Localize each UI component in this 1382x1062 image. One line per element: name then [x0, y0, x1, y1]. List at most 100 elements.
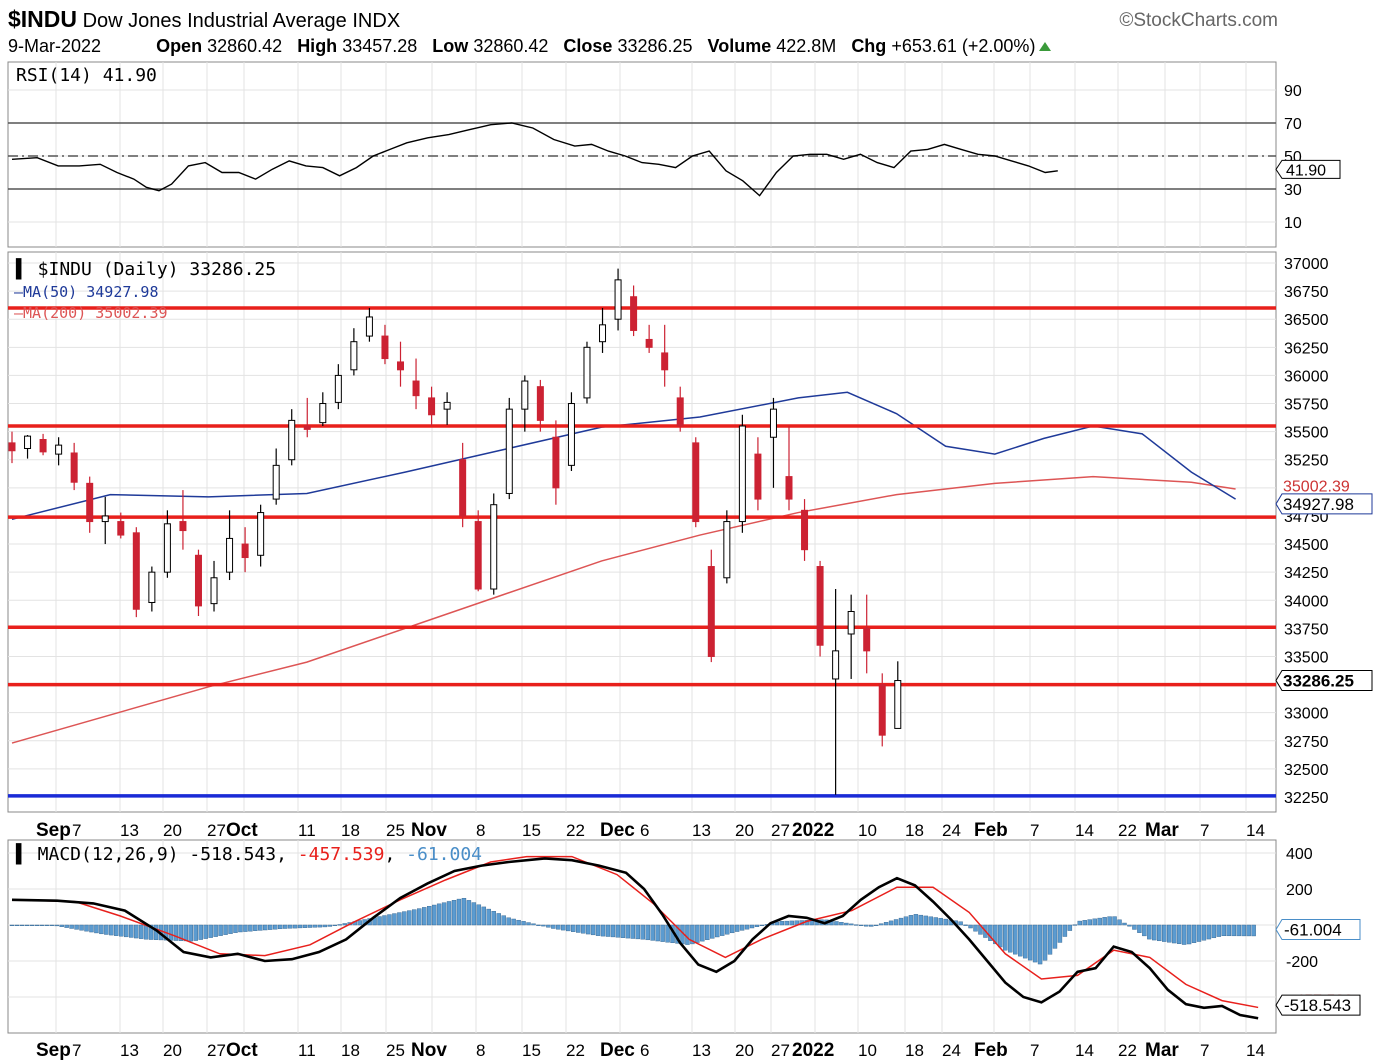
- macd-x-tick-label: 27: [771, 1041, 790, 1060]
- macd-histogram-bar: [94, 924, 99, 934]
- macd-histogram-bar: [521, 921, 526, 926]
- candle-body: [863, 627, 871, 652]
- candle-body: [179, 521, 187, 532]
- macd-histogram-bar: [551, 924, 556, 929]
- macd-histogram-bar: [630, 924, 636, 939]
- candle-body: [599, 324, 607, 343]
- macd-histogram-bar: [253, 924, 258, 931]
- macd-histogram-bar: [685, 924, 690, 945]
- macd-x-tick-label: Sep: [36, 1040, 71, 1061]
- macd-histogram-bar: [933, 917, 938, 926]
- price-x-tick-label: 7: [1200, 821, 1209, 840]
- candle-body: [474, 521, 482, 590]
- macd-histogram-bar: [297, 924, 303, 929]
- macd-histogram-bar: [988, 924, 993, 941]
- chg-value: +653.61 (+2.00%): [891, 36, 1036, 56]
- ma50-value-label-box: [1275, 493, 1373, 515]
- macd-x-tick-label: Feb: [974, 1040, 1008, 1061]
- macd-histogram-bar: [516, 919, 521, 926]
- macd-histogram-bar: [749, 924, 755, 929]
- close-value: 33286.25: [617, 36, 693, 56]
- macd-histogram-bar: [700, 924, 705, 942]
- macd-histogram-bar: [779, 921, 785, 926]
- macd-histogram-bar: [883, 922, 889, 926]
- macd-histogram-bar: [993, 924, 998, 945]
- macd-histogram-bar: [1027, 924, 1033, 961]
- low-value: 32860.42: [473, 36, 549, 56]
- macd-histogram-bar: [268, 924, 273, 930]
- macd-histogram-bar: [625, 924, 631, 939]
- macd-histogram-bar: [1206, 924, 1212, 940]
- macd-histogram-bar: [198, 924, 203, 940]
- macd-histogram-bar: [1107, 916, 1112, 926]
- macd-x-tick-label: 22: [566, 1041, 585, 1060]
- price-x-tick-label: Dec: [600, 820, 635, 841]
- candle-body: [645, 338, 653, 348]
- macd-histogram-bar: [451, 900, 457, 926]
- macd-histogram-bar: [228, 924, 233, 934]
- macd-histogram-bar: [739, 924, 745, 931]
- chart-title-line: $INDU Dow Jones Industrial Average INDX: [8, 6, 400, 33]
- macd-histogram-bar: [1062, 924, 1068, 937]
- macd-histogram-bar: [238, 924, 243, 933]
- candle-body: [210, 577, 218, 605]
- candle-body: [350, 341, 358, 371]
- macd-histogram-bar: [650, 924, 655, 941]
- candle-body: [257, 512, 265, 556]
- price-x-tick-label: 8: [476, 821, 485, 840]
- macd-histogram-bar: [1142, 924, 1147, 937]
- macd-histogram-bar: [859, 924, 864, 927]
- macd-histogram-bar: [173, 924, 179, 941]
- macd-histogram-bar: [74, 924, 79, 930]
- macd-histogram-bar: [595, 924, 601, 936]
- macd-tick-label: -200: [1286, 954, 1318, 971]
- macd-value-label: -518.543: [1284, 996, 1351, 1015]
- signal-line: [11, 855, 1259, 1009]
- price-tick-label: 33000: [1284, 706, 1329, 723]
- low-label: Low: [432, 36, 469, 56]
- macd-histogram-bar: [963, 924, 968, 926]
- macd-histogram-bar: [312, 924, 318, 928]
- macd-histogram-bar: [422, 907, 427, 926]
- macd-histogram-bar: [1072, 924, 1078, 926]
- macd-histogram-bar: [928, 916, 934, 926]
- macd-x-tick-label: 22: [1118, 1041, 1137, 1060]
- macd-histogram-bar: [426, 906, 432, 926]
- candle-body: [707, 566, 715, 657]
- candle-body: [661, 352, 669, 371]
- price-x-tick-label: 24: [942, 821, 961, 840]
- credit: ©StockCharts.com: [1119, 10, 1278, 31]
- macd-x-tick-label: 20: [735, 1041, 754, 1060]
- candle-body: [676, 397, 684, 427]
- macd-histogram-bar: [382, 915, 387, 926]
- macd-histogram-bar: [556, 924, 561, 930]
- price-x-tick-label: 20: [163, 821, 182, 840]
- candle-body: [381, 335, 389, 360]
- macd-histogram-bar: [59, 924, 64, 927]
- candle-body: [55, 444, 63, 455]
- rsi-line: [11, 122, 1058, 197]
- macd-histogram-bar: [590, 924, 596, 936]
- macd-histogram-bar: [600, 924, 606, 937]
- rsi-chart: RSI(14) 41.90: [8, 65, 1276, 197]
- price-tick-label: 35500: [1284, 425, 1329, 442]
- high-value: 33457.28: [342, 36, 418, 56]
- macd-histogram-bar: [392, 913, 397, 926]
- macd-x-tick-label: 10: [858, 1041, 877, 1060]
- macd-histogram-bar: [39, 924, 44, 927]
- ma200-value-label-clipped: 35002.39: [1283, 479, 1350, 496]
- macd-histogram-bar: [292, 924, 298, 929]
- macd-histogram-bar: [203, 924, 208, 939]
- candle-body: [847, 611, 855, 635]
- macd-histogram-bar: [1157, 924, 1162, 942]
- close-value-label: 33286.25: [1283, 672, 1354, 691]
- macd-histogram-bar: [903, 916, 909, 926]
- macd-histogram-bar: [660, 924, 665, 942]
- symbol: $INDU: [8, 6, 78, 32]
- macd-histogram-bar: [575, 924, 581, 933]
- macd-histogram-bar: [1201, 924, 1207, 941]
- macd-histogram-bar: [243, 924, 248, 932]
- macd-legend: ▌ MACD(12,26,9) -518.543, -457.539, -61.…: [15, 843, 482, 865]
- macd-histogram-bar: [998, 924, 1003, 948]
- macd-histogram-bar: [566, 924, 571, 932]
